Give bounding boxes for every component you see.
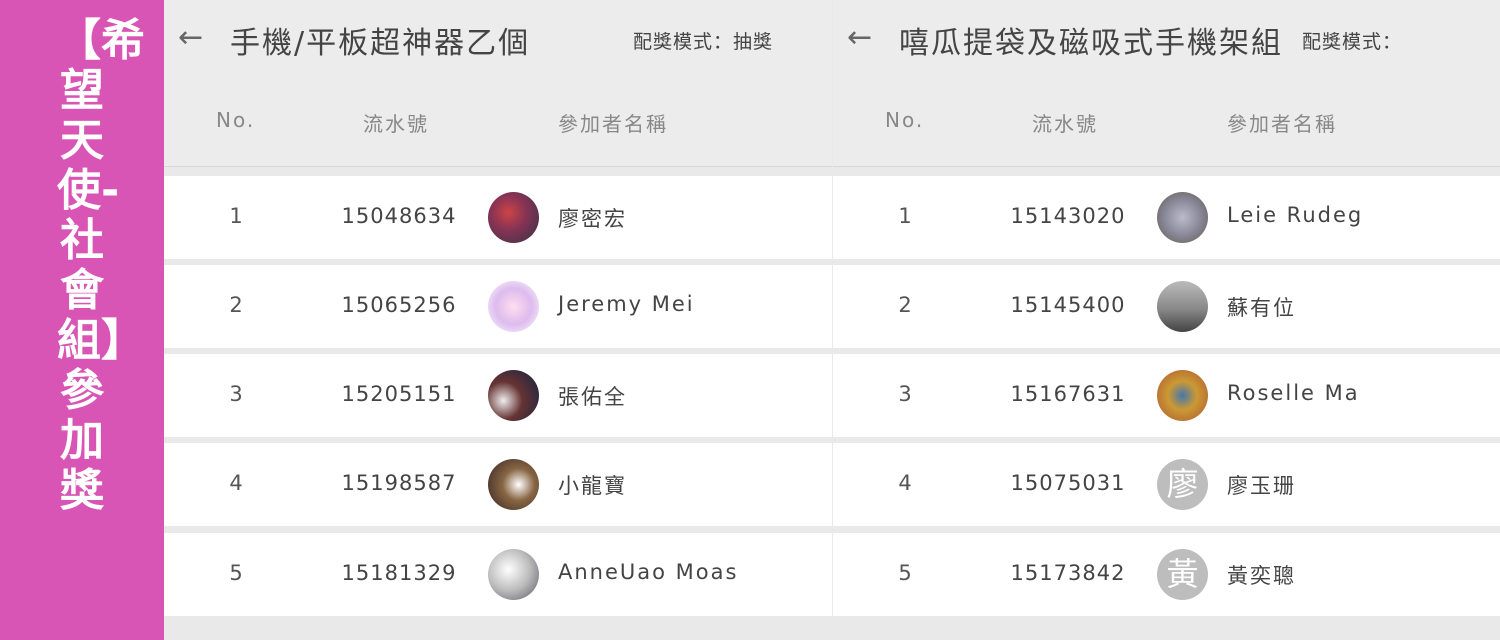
participant-name: 小龍寶 (558, 474, 627, 498)
table-row: 4 15198587 小龍寶 (164, 443, 832, 526)
row-number: 2 (229, 293, 243, 317)
table-row: 5 15181329 AnneUao Moas (164, 533, 832, 616)
avatar (488, 549, 539, 600)
event-banner: 【希望天使-社會組】參加獎 (0, 0, 164, 640)
table-row: 2 15145400 蘇有位 (833, 265, 1500, 348)
table-row: 4 15075031 廖 廖玉珊 (833, 443, 1500, 526)
prize-panel: ← 手機/平板超神器乙個 配獎模式：抽獎 No. 流水號 參加者名稱 1 150… (164, 0, 832, 640)
back-arrow-icon[interactable]: ← (178, 20, 204, 55)
serial-number: 15075031 (1010, 471, 1126, 495)
serial-number: 15145400 (1010, 293, 1126, 317)
table-row: 3 15205151 張佑全 (164, 354, 832, 437)
avatar (488, 281, 539, 332)
avatar (488, 459, 539, 510)
prize-mode: 配獎模式： (1302, 31, 1403, 53)
serial-number: 15065256 (341, 293, 457, 317)
row-number: 4 (229, 471, 243, 495)
participant-name: 廖玉珊 (1227, 474, 1296, 498)
avatar (1157, 281, 1208, 332)
serial-number: 15143020 (1010, 204, 1126, 228)
row-number: 5 (898, 561, 912, 585)
serial-number: 15181329 (341, 561, 457, 585)
participant-name: 廖密宏 (558, 207, 627, 231)
participant-name: AnneUao Moas (558, 560, 739, 584)
prize-panel: ← 嘻瓜提袋及磁吸式手機架組 配獎模式： No. 流水號 參加者名稱 1 151… (833, 0, 1500, 640)
table-row: 3 15167631 Roselle Ma (833, 354, 1500, 437)
avatar (488, 192, 539, 243)
participant-name: 黃奕聰 (1227, 564, 1296, 588)
panel-header: ← 手機/平板超神器乙個 配獎模式：抽獎 No. 流水號 參加者名稱 (164, 0, 832, 167)
column-header-serial: 流水號 (1032, 112, 1098, 136)
row-number: 1 (898, 204, 912, 228)
serial-number: 15205151 (341, 382, 457, 406)
avatar: 廖 (1157, 459, 1208, 510)
column-header-name: 參加者名稱 (558, 112, 668, 136)
participant-name: 蘇有位 (1227, 296, 1296, 320)
prize-title: 手機/平板超神器乙個 (230, 26, 531, 61)
serial-number: 15048634 (341, 204, 457, 228)
row-number: 1 (229, 204, 243, 228)
avatar (1157, 370, 1208, 421)
participant-name: Roselle Ma (1227, 381, 1360, 405)
prize-mode: 配獎模式：抽獎 (633, 31, 774, 53)
participant-name: Jeremy Mei (558, 292, 695, 316)
column-header-serial: 流水號 (363, 112, 429, 136)
row-number: 3 (229, 382, 243, 406)
prize-title: 嘻瓜提袋及磁吸式手機架組 (899, 26, 1283, 61)
column-header-name: 參加者名稱 (1227, 112, 1337, 136)
serial-number: 15198587 (341, 471, 457, 495)
table-row: 1 15143020 Leie Rudeg (833, 176, 1500, 259)
row-number: 2 (898, 293, 912, 317)
row-number: 3 (898, 382, 912, 406)
back-arrow-icon[interactable]: ← (847, 20, 873, 55)
column-header-no: No. (885, 108, 925, 132)
row-number: 5 (229, 561, 243, 585)
table-row: 5 15173842 黃 黃奕聰 (833, 533, 1500, 616)
table-row: 2 15065256 Jeremy Mei (164, 265, 832, 348)
serial-number: 15167631 (1010, 382, 1126, 406)
panel-header: ← 嘻瓜提袋及磁吸式手機架組 配獎模式： No. 流水號 參加者名稱 (833, 0, 1500, 167)
participant-name: 張佑全 (558, 385, 627, 409)
participant-name: Leie Rudeg (1227, 203, 1364, 227)
column-header-no: No. (216, 108, 256, 132)
row-number: 4 (898, 471, 912, 495)
avatar: 黃 (1157, 549, 1208, 600)
serial-number: 15173842 (1010, 561, 1126, 585)
banner-text: 【希望天使-社會組】參加獎 (57, 15, 145, 516)
avatar (1157, 192, 1208, 243)
table-row: 1 15048634 廖密宏 (164, 176, 832, 259)
avatar (488, 370, 539, 421)
